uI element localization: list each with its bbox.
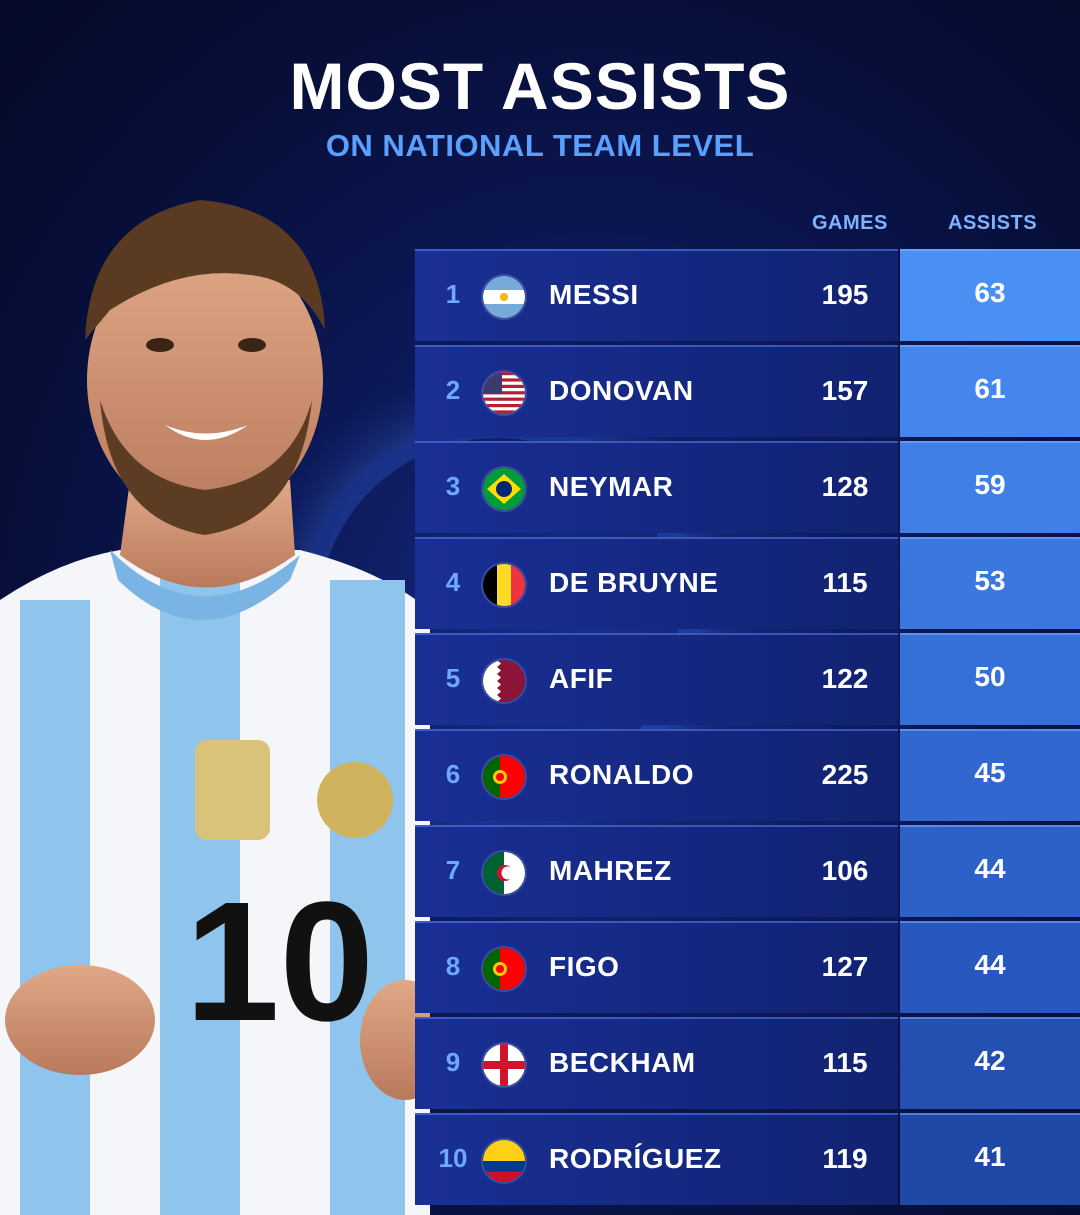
table-row: 4 DE BRUYNE 115 53: [415, 535, 1080, 631]
player-name: DE BRUYNE: [549, 567, 719, 598]
assists-value: 61: [974, 373, 1006, 404]
games-value: 115: [822, 567, 868, 598]
assists-cell: 42: [900, 1017, 1080, 1109]
assists-value: 45: [974, 757, 1006, 788]
rank-number: 8: [445, 951, 461, 981]
row-main-cell: 2 DONOVAN 157: [415, 345, 898, 437]
column-headers: GAMES ASSISTS: [780, 212, 1080, 242]
brazil-flag-icon: [483, 468, 525, 510]
player-name: BECKHAM: [549, 1047, 696, 1078]
assists-cell: 41: [900, 1113, 1080, 1205]
assists-cell: 45: [900, 729, 1080, 821]
player-name: DONOVAN: [549, 375, 694, 406]
rank-number: 1: [445, 279, 461, 309]
assists-cell: 44: [900, 921, 1080, 1013]
player-name: MAHREZ: [549, 855, 672, 886]
games-column-header: GAMES: [812, 212, 888, 234]
assists-cell: 61: [900, 345, 1080, 437]
games-value: 106: [821, 855, 869, 886]
assists-value: 44: [974, 853, 1006, 884]
table-row: 3 NEYMAR 128 59: [415, 439, 1080, 535]
assists-value: 63: [974, 277, 1006, 308]
assists-cell: 50: [900, 633, 1080, 725]
svg-text:10: 10: [185, 867, 374, 1057]
assists-value: 59: [974, 469, 1006, 500]
games-value: 225: [821, 759, 869, 790]
table-row: 9 BECKHAM 115 42: [415, 1015, 1080, 1111]
usa-flag-icon: [483, 372, 525, 414]
assists-value: 50: [974, 661, 1006, 692]
rank-number: 6: [445, 759, 461, 789]
qatar-flag-icon: [483, 660, 525, 702]
table-row: 10 RODRÍGUEZ 119 41: [415, 1111, 1080, 1207]
row-main-cell: 9 BECKHAM 115: [415, 1017, 898, 1109]
games-value: 195: [821, 279, 869, 310]
rank-number: 7: [445, 855, 461, 885]
row-main-cell: 5 AFIF 122: [415, 633, 898, 725]
row-main-cell: 8 FIGO 127: [415, 921, 898, 1013]
player-name: AFIF: [549, 663, 614, 694]
assists-cell: 44: [900, 825, 1080, 917]
row-main-cell: 3 NEYMAR 128: [415, 441, 898, 533]
assists-value: 44: [974, 949, 1006, 980]
table-row: 5 AFIF 122 50: [415, 631, 1080, 727]
player-photo: 10: [0, 200, 430, 1215]
england-flag-icon: [483, 1044, 525, 1086]
rank-number: 2: [445, 375, 461, 405]
algeria-flag-icon: [483, 852, 525, 894]
colombia-flag-icon: [483, 1140, 525, 1182]
page-subtitle: ON NATIONAL TEAM LEVEL: [325, 128, 755, 163]
rank-number: 10: [438, 1143, 468, 1173]
rank-number: 4: [445, 567, 461, 597]
row-main-cell: 10 RODRÍGUEZ 119: [415, 1113, 898, 1205]
assists-cell: 63: [900, 249, 1080, 341]
games-value: 128: [821, 471, 869, 502]
assists-column-header: ASSISTS: [948, 212, 1038, 234]
assists-value: 42: [974, 1045, 1006, 1076]
assists-cell: 53: [900, 537, 1080, 629]
assists-value: 41: [974, 1141, 1006, 1172]
player-name: FIGO: [549, 951, 620, 982]
rank-number: 9: [445, 1047, 461, 1077]
games-value: 115: [822, 1047, 868, 1078]
row-main-cell: 7 MAHREZ 106: [415, 825, 898, 917]
assists-cell: 59: [900, 441, 1080, 533]
assists-value: 53: [974, 565, 1006, 596]
games-value: 157: [821, 375, 869, 406]
table-row: 1 MESSI 195 63: [415, 247, 1080, 343]
table-row: 2 DONOVAN 157 61: [415, 343, 1080, 439]
row-main-cell: 1 MESSI 195: [415, 249, 898, 341]
player-name: RODRÍGUEZ: [549, 1143, 722, 1174]
games-value: 122: [821, 663, 869, 694]
portugal-flag-icon: [483, 756, 525, 798]
table-row: 6 RONALDO 225 45: [415, 727, 1080, 823]
rank-number: 3: [445, 471, 461, 501]
games-value: 127: [821, 951, 869, 982]
table-row: 7 MAHREZ 106 44: [415, 823, 1080, 919]
player-name: NEYMAR: [549, 471, 674, 502]
leaderboard-table: 1 MESSI 195 63 2 DONOVAN 157 61 3 NEYMAR 128 59 4 DE …: [415, 247, 1080, 1207]
player-name: RONALDO: [549, 759, 695, 790]
rank-number: 5: [445, 663, 461, 693]
page-title: MOST ASSISTS: [289, 49, 791, 123]
player-name: MESSI: [549, 279, 639, 310]
games-value: 119: [822, 1143, 868, 1174]
argentina-flag-icon: [483, 276, 525, 318]
belgium-flag-icon: [483, 564, 525, 606]
row-main-cell: 6 RONALDO 225: [415, 729, 898, 821]
row-main-cell: 4 DE BRUYNE 115: [415, 537, 898, 629]
table-row: 8 FIGO 127 44: [415, 919, 1080, 1015]
portugal-flag-icon: [483, 948, 525, 990]
